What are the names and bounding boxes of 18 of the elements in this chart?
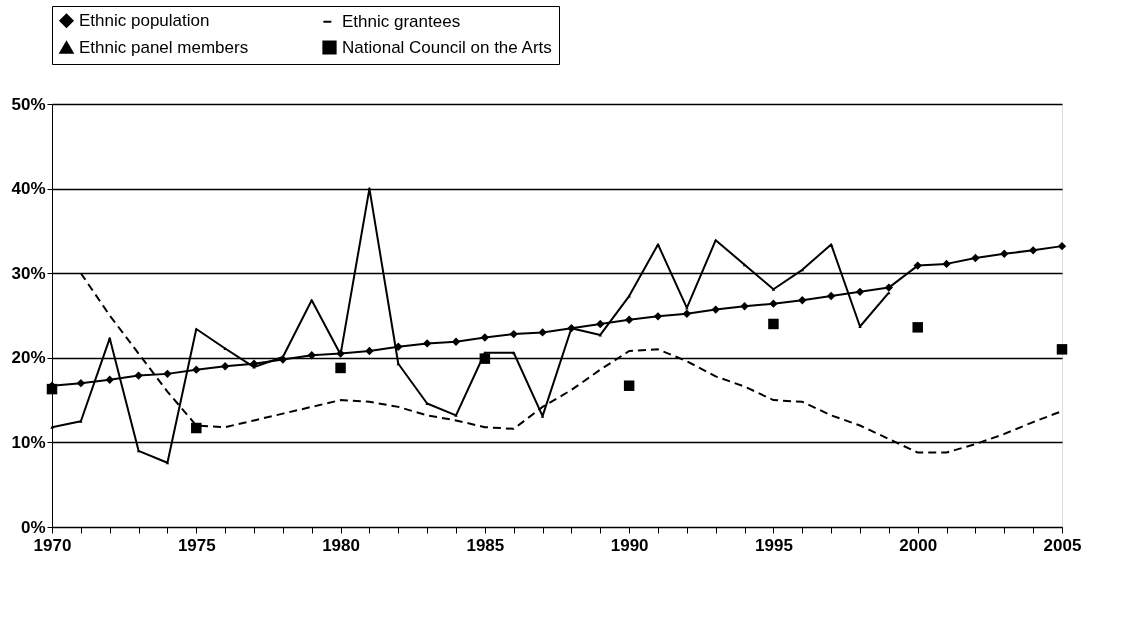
x-tick-label: 2005	[1043, 535, 1082, 555]
x-tick-label: 1980	[322, 535, 360, 555]
y-tick-label: 40%	[11, 179, 46, 199]
x-tick-label: 1995	[755, 535, 793, 555]
x-tick-label: 1990	[610, 535, 649, 555]
x-tick-label: 1985	[466, 535, 505, 555]
x-tick-label: 2000	[899, 535, 938, 555]
y-tick-label: 30%	[11, 263, 46, 283]
x-tick-label: 1970	[33, 535, 72, 555]
y-tick-label: 0%	[20, 517, 46, 537]
legend-label: Ethnic population	[79, 10, 210, 30]
y-tick-label: 50%	[11, 94, 46, 114]
legend-label: Ethnic panel members	[79, 37, 249, 57]
legend-label: Ethnic grantees	[342, 11, 461, 31]
x-tick-label: 1975	[177, 535, 216, 555]
legend-label: National Council on the Arts	[342, 37, 552, 57]
y-tick-label: 20%	[11, 348, 46, 368]
y-tick-label: 10%	[11, 432, 46, 452]
